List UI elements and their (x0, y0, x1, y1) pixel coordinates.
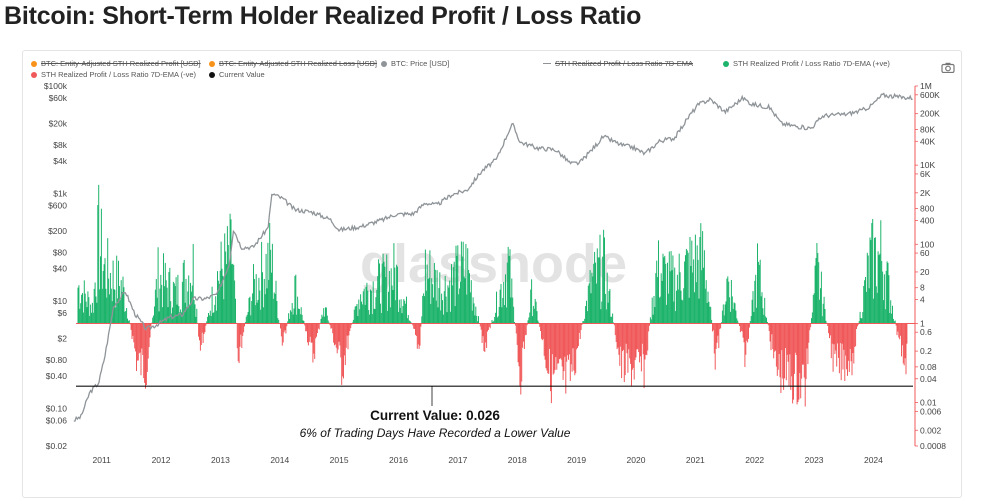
legend-item[interactable]: BTC: Price [USD] (381, 58, 449, 69)
legend-item[interactable]: BTC: Entity-Adjusted STH Realized Profit… (31, 58, 201, 69)
x-tick-label: 2023 (805, 455, 824, 465)
y-right-tick-label: 4 (920, 295, 925, 305)
y-left-tick-label: $0.10 (46, 403, 68, 413)
y-left-tick-label: $40 (53, 264, 67, 274)
camera-icon[interactable] (941, 62, 955, 73)
y-left-tick-label: $100k (44, 81, 68, 91)
annotation-line2: 6% of Trading Days Have Recorded a Lower… (300, 426, 571, 440)
y-left-tick-label: $200 (48, 226, 67, 236)
y-left-tick-label: $6 (58, 308, 68, 318)
y-right-tick-label: 800 (920, 204, 934, 214)
legend-dot-marker (209, 60, 215, 67)
y-right-tick-label: 6K (920, 169, 931, 179)
ratio-bars (77, 184, 908, 407)
y-left-tick-label: $8k (53, 140, 67, 150)
y-right-tick-label: 400 (920, 215, 934, 225)
price-line (73, 92, 913, 422)
legend-label: BTC: Price [USD] (391, 59, 450, 68)
watermark: glassnode (360, 234, 627, 294)
y-right-tick-label: 0.01 (920, 398, 937, 408)
page-title: Bitcoin: Short-Term Holder Realized Prof… (4, 2, 642, 30)
x-tick-label: 2021 (686, 455, 705, 465)
y-right-tick-label: 0.08 (920, 362, 937, 372)
y-right-tick-label: 0.04 (920, 374, 937, 384)
y-right-tick-label: 0.6 (920, 327, 932, 337)
legend-dot-marker (31, 60, 37, 67)
x-tick-label: 2019 (567, 455, 586, 465)
y-right-tick-label: 1M (920, 81, 932, 91)
x-tick-label: 2014 (270, 455, 289, 465)
y-right-tick-label: 2K (920, 188, 931, 198)
x-tick-label: 2024 (864, 455, 883, 465)
legend-label: BTC: Entity-Adjusted STH Realized Loss [… (219, 59, 377, 68)
y-left-tick-label: $0.40 (46, 371, 68, 381)
legend-dot-marker (209, 71, 215, 78)
y-left-tick-label: $10 (53, 296, 67, 306)
x-tick-label: 2016 (389, 455, 408, 465)
y-right-tick-label: 60 (920, 248, 930, 258)
x-tick-label: 2017 (448, 455, 467, 465)
y-right-tick-label: 1 (920, 318, 925, 328)
y-left-tick-label: $20k (49, 119, 68, 129)
y-right-tick-label: 200K (920, 109, 940, 119)
y-right-tick-label: 0.006 (920, 406, 942, 416)
legend-label: STH Realized Profit / Loss Ratio 7D-EMA … (41, 70, 197, 79)
legend-dot-marker (723, 60, 729, 67)
legend-label: STH Realized Profit / Loss Ratio 7D-EMA (555, 59, 693, 68)
y-right-tick-label: 20 (920, 267, 930, 277)
y-right-tick-label: 10K (920, 160, 935, 170)
y-right-tick-label: 40K (920, 136, 935, 146)
y-left-tick-label: $0.80 (46, 355, 68, 365)
legend-item[interactable]: Current Value (209, 69, 265, 80)
legend-label: Current Value (219, 70, 265, 79)
y-left-tick-label: $2 (58, 334, 68, 344)
y-right-tick-label: 8 (920, 283, 925, 293)
y-right-tick-label: 0.002 (920, 425, 942, 435)
y-left-tick-label: $1k (53, 188, 67, 198)
x-tick-label: 2011 (93, 455, 112, 465)
chart-card: BTC: Entity-Adjusted STH Realized Profit… (22, 50, 962, 498)
y-left-tick-label: $60k (49, 93, 68, 103)
y-left-tick-label: $0.06 (46, 415, 68, 425)
legend-item[interactable]: STH Realized Profit / Loss Ratio 7D-EMA (543, 58, 693, 69)
annotation-box (280, 406, 596, 440)
y-left-tick-label: $600 (48, 200, 67, 210)
x-tick-label: 2013 (211, 455, 230, 465)
legend-dot-marker (381, 60, 387, 67)
y-right-tick-label: 0.0008 (920, 441, 946, 451)
y-right-tick-label: 80K (920, 124, 935, 134)
y-right-tick-label: 0.2 (920, 346, 932, 356)
y-left-tick-label: $80 (53, 247, 67, 257)
legend-label: BTC: Entity-Adjusted STH Realized Profit… (41, 59, 201, 68)
legend-label: STH Realized Profit / Loss Ratio 7D-EMA … (733, 59, 890, 68)
x-tick-label: 2020 (627, 455, 646, 465)
annotation-line1: Current Value: 0.026 (370, 408, 500, 423)
y-left-tick-label: $0.02 (46, 441, 68, 451)
y-left-tick-label: $4k (53, 156, 67, 166)
legend-dot-marker (31, 71, 37, 78)
y-right-tick-label: 100 (920, 239, 934, 249)
x-tick-label: 2018 (508, 455, 527, 465)
legend-item[interactable]: STH Realized Profit / Loss Ratio 7D-EMA … (31, 69, 196, 80)
legend-item[interactable]: BTC: Entity-Adjusted STH Realized Loss [… (209, 58, 377, 69)
legend-item[interactable]: STH Realized Profit / Loss Ratio 7D-EMA … (723, 58, 890, 69)
x-tick-label: 2015 (330, 455, 349, 465)
y-right-tick-label: 600K (920, 90, 940, 100)
x-tick-label: 2022 (745, 455, 764, 465)
x-tick-label: 2012 (152, 455, 171, 465)
legend-line-marker (543, 63, 551, 64)
